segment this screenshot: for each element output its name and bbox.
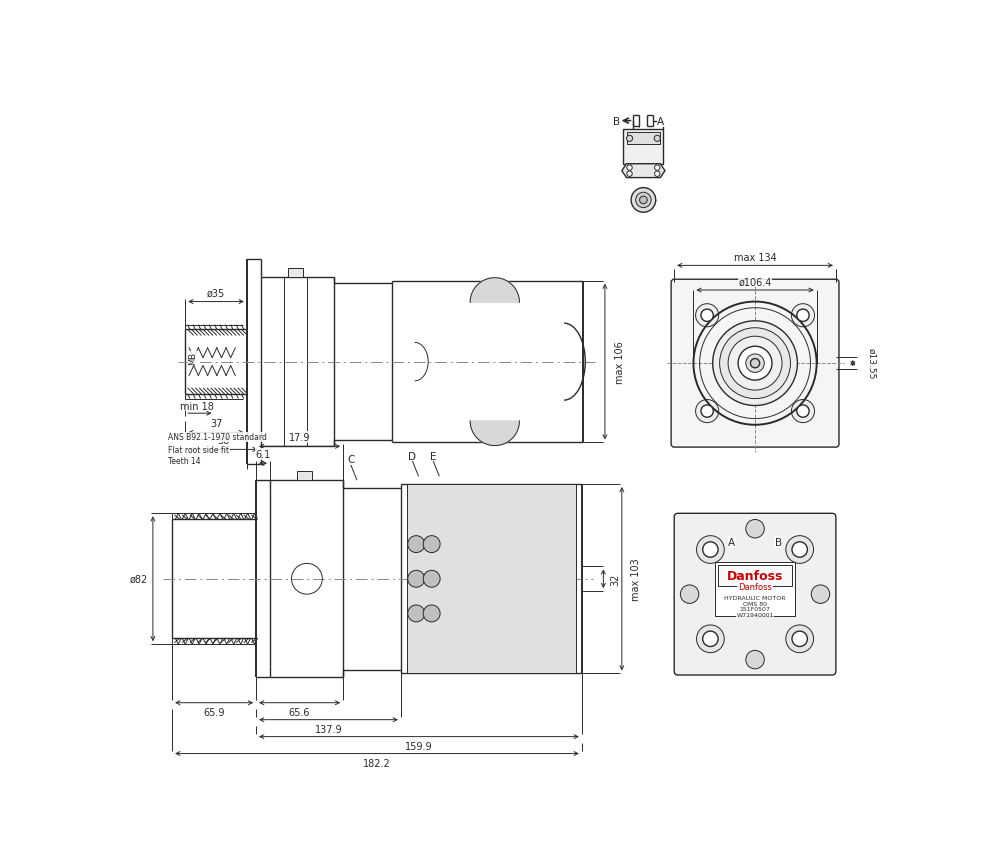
Circle shape bbox=[797, 310, 809, 322]
FancyBboxPatch shape bbox=[674, 514, 836, 676]
Polygon shape bbox=[470, 422, 519, 446]
Bar bbox=[627, 133, 660, 146]
Text: MB: MB bbox=[188, 352, 197, 365]
Text: 65.9: 65.9 bbox=[203, 707, 225, 717]
Text: 65.6: 65.6 bbox=[289, 707, 310, 717]
Circle shape bbox=[631, 188, 656, 213]
Text: 6.1: 6.1 bbox=[255, 450, 271, 459]
Text: min 18: min 18 bbox=[180, 401, 214, 411]
Text: ANS B92.1-1970 standard: ANS B92.1-1970 standard bbox=[168, 433, 267, 442]
Text: 159.9: 159.9 bbox=[405, 741, 433, 751]
Circle shape bbox=[636, 193, 651, 209]
Text: B: B bbox=[775, 537, 782, 547]
FancyBboxPatch shape bbox=[671, 280, 839, 447]
Circle shape bbox=[738, 347, 772, 381]
Circle shape bbox=[408, 536, 425, 553]
Bar bbox=[407, 485, 576, 674]
Circle shape bbox=[786, 536, 814, 564]
Circle shape bbox=[423, 571, 440, 588]
Text: Teeth 14: Teeth 14 bbox=[168, 456, 201, 465]
Circle shape bbox=[791, 304, 815, 327]
Circle shape bbox=[703, 542, 718, 557]
Text: W71940001: W71940001 bbox=[736, 612, 774, 617]
Text: ø82: ø82 bbox=[130, 574, 148, 584]
Text: 137.9: 137.9 bbox=[315, 724, 342, 734]
Bar bbox=[715, 562, 795, 616]
Text: OMS 80: OMS 80 bbox=[743, 602, 767, 606]
Circle shape bbox=[746, 651, 764, 669]
Text: Flat root side fit: Flat root side fit bbox=[168, 446, 229, 454]
Circle shape bbox=[720, 328, 790, 399]
Circle shape bbox=[746, 520, 764, 538]
Text: max 134: max 134 bbox=[734, 252, 776, 262]
Circle shape bbox=[640, 197, 647, 204]
Text: max 103: max 103 bbox=[631, 558, 641, 601]
Circle shape bbox=[697, 625, 724, 653]
Bar bbox=[623, 130, 663, 164]
Text: 182.2: 182.2 bbox=[363, 758, 391, 768]
Circle shape bbox=[750, 360, 760, 368]
Circle shape bbox=[627, 172, 632, 177]
Text: Danfoss: Danfoss bbox=[738, 582, 772, 591]
Circle shape bbox=[792, 542, 807, 557]
Circle shape bbox=[811, 585, 830, 604]
Circle shape bbox=[655, 165, 660, 171]
Circle shape bbox=[697, 536, 724, 564]
Circle shape bbox=[703, 631, 718, 647]
Text: max 106: max 106 bbox=[615, 341, 625, 383]
Circle shape bbox=[408, 571, 425, 588]
Circle shape bbox=[655, 172, 660, 177]
Circle shape bbox=[792, 631, 807, 647]
Text: 32: 32 bbox=[610, 573, 620, 585]
Text: C: C bbox=[347, 455, 354, 465]
Text: ø35: ø35 bbox=[207, 288, 225, 298]
Circle shape bbox=[713, 321, 797, 406]
Circle shape bbox=[786, 625, 814, 653]
Bar bbox=[297, 471, 312, 481]
Circle shape bbox=[696, 400, 719, 423]
Bar bbox=[718, 565, 792, 587]
Circle shape bbox=[680, 585, 699, 604]
Text: ø106.4: ø106.4 bbox=[738, 277, 772, 287]
Text: B: B bbox=[613, 117, 620, 127]
Circle shape bbox=[696, 304, 719, 327]
Text: 17.9: 17.9 bbox=[289, 433, 310, 442]
Text: D: D bbox=[408, 451, 416, 461]
Bar bbox=[288, 268, 303, 278]
Circle shape bbox=[746, 354, 764, 373]
Circle shape bbox=[701, 310, 713, 322]
Circle shape bbox=[627, 165, 632, 171]
Circle shape bbox=[408, 605, 425, 622]
Circle shape bbox=[797, 406, 809, 417]
Text: 37: 37 bbox=[210, 418, 222, 429]
Text: HYDRAULIC MOTOR: HYDRAULIC MOTOR bbox=[724, 595, 786, 600]
Text: ø13.55: ø13.55 bbox=[867, 348, 876, 379]
Circle shape bbox=[654, 136, 660, 142]
Text: A: A bbox=[657, 117, 664, 127]
Polygon shape bbox=[622, 164, 665, 178]
Circle shape bbox=[701, 406, 713, 417]
Text: Danfoss: Danfoss bbox=[727, 569, 783, 583]
Circle shape bbox=[423, 605, 440, 622]
Polygon shape bbox=[470, 279, 519, 303]
Text: E: E bbox=[430, 451, 436, 461]
Text: 58: 58 bbox=[217, 435, 229, 446]
Circle shape bbox=[728, 337, 782, 391]
Text: A: A bbox=[728, 537, 736, 547]
Circle shape bbox=[626, 136, 633, 142]
Circle shape bbox=[423, 536, 440, 553]
Circle shape bbox=[791, 400, 815, 423]
Text: 151F0507: 151F0507 bbox=[740, 607, 770, 612]
